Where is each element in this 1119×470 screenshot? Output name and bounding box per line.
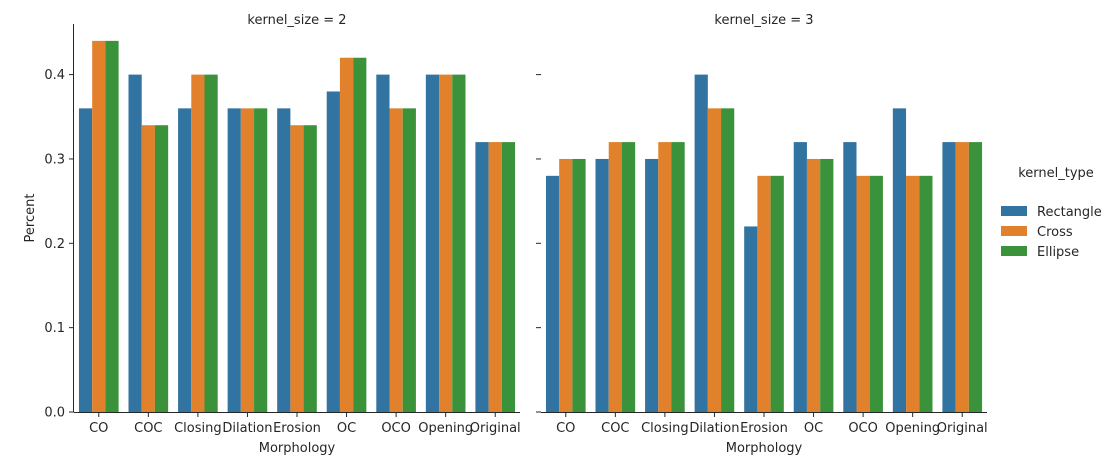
bar-ellipse-oc bbox=[820, 158, 834, 412]
bar-ellipse-opening bbox=[452, 74, 466, 413]
x-tick-label: Dilation bbox=[689, 421, 739, 436]
x-tick-label: CO bbox=[89, 421, 108, 436]
x-tick-label: Dilation bbox=[222, 421, 272, 436]
x-tick-label: OC bbox=[337, 421, 356, 436]
bar-rectangle-oc bbox=[326, 91, 340, 412]
x-tick-label: Opening bbox=[418, 421, 473, 436]
bar-ellipse-coc bbox=[154, 125, 169, 412]
bar-cross-opening bbox=[439, 74, 453, 413]
bar-cross-original bbox=[955, 142, 969, 412]
bar-cross-original bbox=[488, 142, 502, 412]
bar-ellipse-original bbox=[501, 142, 516, 412]
x-tick-label: Original bbox=[470, 421, 521, 436]
bar-ellipse-erosion bbox=[770, 175, 784, 412]
y-tick-label: 0.1 bbox=[44, 321, 65, 336]
bar-ellipse-original bbox=[968, 142, 983, 412]
bar-cross-opening bbox=[906, 175, 920, 412]
bar-rectangle-closing bbox=[178, 108, 192, 412]
panel-title: kernel_size = 2 bbox=[247, 13, 346, 28]
bar-cross-coc bbox=[608, 142, 622, 412]
x-tick-label: Closing bbox=[174, 421, 222, 436]
legend: kernel_type Rectangle Cross Ellipse bbox=[1001, 166, 1102, 260]
bar-cross-dilation bbox=[240, 108, 255, 412]
panel-1: CO COC Closing Dilation Erosion OC OCO OpeningO… bbox=[23, 13, 521, 456]
bar-rectangle-coc bbox=[128, 74, 142, 413]
x-axis-label: Morphology bbox=[726, 441, 803, 456]
bar-rectangle-oco bbox=[376, 74, 390, 413]
bar-ellipse-oc bbox=[353, 57, 367, 413]
bar-rectangle-opening bbox=[892, 108, 907, 412]
legend-title: kernel_type bbox=[1018, 166, 1094, 181]
bar-rectangle-original bbox=[942, 142, 956, 412]
bar-cross-coc bbox=[141, 125, 155, 412]
legend-label-rectangle: Rectangle bbox=[1037, 205, 1102, 220]
legend-label-ellipse: Ellipse bbox=[1037, 245, 1079, 260]
bar-ellipse-erosion bbox=[303, 125, 317, 412]
x-tick-label: Original bbox=[937, 421, 988, 436]
x-tick-label: Erosion bbox=[273, 421, 321, 436]
bar-ellipse-closing bbox=[204, 74, 218, 413]
bar-rectangle-co bbox=[545, 175, 560, 412]
x-tick-label: Erosion bbox=[740, 421, 788, 436]
bar-ellipse-oco bbox=[869, 175, 883, 412]
bar-rectangle-erosion bbox=[277, 108, 291, 412]
bar-cross-co bbox=[559, 158, 573, 412]
bar-rectangle-opening bbox=[425, 74, 440, 413]
y-tick-label: 0.0 bbox=[44, 406, 65, 421]
x-tick-label: COC bbox=[134, 421, 162, 436]
y-tick-label: 0.3 bbox=[44, 152, 65, 167]
bar-ellipse-oco bbox=[402, 108, 416, 412]
bar-rectangle-co bbox=[78, 108, 93, 412]
x-axis-label: Morphology bbox=[259, 441, 336, 456]
bar-ellipse-closing bbox=[671, 142, 685, 412]
bar-cross-closing bbox=[191, 74, 205, 413]
panel-2: CO COC Closing Dilation Erosion OC OCO OpeningO… bbox=[536, 13, 988, 456]
y-tick-label: 0.2 bbox=[44, 237, 65, 252]
bar-rectangle-original bbox=[475, 142, 489, 412]
legend-swatch-cross bbox=[1001, 226, 1027, 236]
legend-swatch-ellipse bbox=[1001, 246, 1027, 256]
bar-ellipse-co bbox=[572, 158, 586, 412]
bar-cross-oco bbox=[856, 175, 870, 412]
bar-cross-oc bbox=[339, 57, 354, 413]
legend-swatch-rectangle bbox=[1001, 206, 1027, 216]
bar-cross-closing bbox=[658, 142, 672, 412]
bar-cross-dilation bbox=[707, 108, 722, 412]
x-tick-label: Opening bbox=[885, 421, 940, 436]
x-tick-label: COC bbox=[601, 421, 629, 436]
x-tick-label: CO bbox=[556, 421, 575, 436]
bar-rectangle-oco bbox=[843, 142, 857, 412]
bar-cross-erosion bbox=[757, 175, 771, 412]
bar-cross-oc bbox=[806, 158, 821, 412]
bar-cross-oco bbox=[389, 108, 403, 412]
bar-rectangle-closing bbox=[645, 158, 659, 412]
bar-rectangle-dilation bbox=[227, 108, 241, 412]
x-tick-label: OCO bbox=[381, 421, 411, 436]
bar-rectangle-dilation bbox=[694, 74, 708, 413]
bar-rectangle-oc bbox=[793, 142, 807, 412]
bar-cross-co bbox=[92, 40, 106, 413]
bar-rectangle-coc bbox=[595, 158, 609, 412]
bar-ellipse-dilation bbox=[254, 108, 268, 412]
x-tick-label: OCO bbox=[848, 421, 878, 436]
bar-ellipse-coc bbox=[621, 142, 636, 412]
bar-ellipse-opening bbox=[919, 175, 933, 412]
bar-cross-erosion bbox=[290, 125, 304, 412]
bar-ellipse-dilation bbox=[721, 108, 735, 412]
bar-ellipse-co bbox=[105, 40, 119, 413]
x-tick-label: OC bbox=[804, 421, 823, 436]
legend-label-cross: Cross bbox=[1037, 225, 1073, 240]
y-axis-label: Percent bbox=[23, 194, 38, 243]
y-tick-label: 0.4 bbox=[44, 68, 65, 83]
x-tick-label: Closing bbox=[641, 421, 689, 436]
bar-rectangle-erosion bbox=[744, 226, 758, 412]
panel-title: kernel_size = 3 bbox=[714, 13, 813, 28]
